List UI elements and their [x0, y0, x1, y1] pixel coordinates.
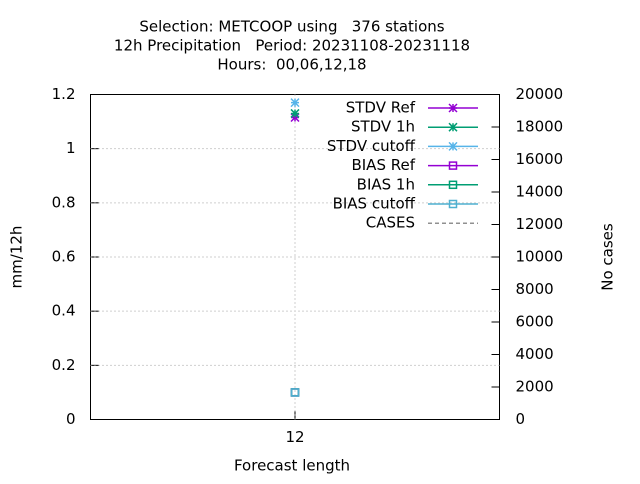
y-axis-label: mm/12h: [8, 226, 26, 289]
legend-label: BIAS cutoff: [333, 195, 416, 213]
y-tick-label: 0.6: [52, 248, 76, 266]
y2-tick-label: 2000: [516, 378, 554, 396]
legend-marker: [448, 199, 458, 209]
data-point: [290, 98, 300, 108]
y2-tick-label: 6000: [516, 313, 554, 331]
legend-marker: [448, 161, 458, 170]
x-axis-label: Forecast length: [234, 457, 350, 475]
y2-axis-label: No cases: [599, 223, 617, 291]
legend-label: STDV 1h: [351, 118, 415, 136]
y2-tick-label: 20000: [516, 85, 564, 103]
x-tick-label: 12: [285, 428, 304, 446]
y-tick-label: 0: [66, 410, 76, 428]
legend-marker: [448, 103, 458, 113]
legend-label: STDV Ref: [346, 99, 416, 117]
chart-title: Hours: 00,06,12,18: [217, 56, 366, 74]
legend-marker: [448, 122, 458, 132]
y2-tick-label: 16000: [516, 150, 564, 168]
chart-title: Selection: METCOOP using 376 stations: [139, 18, 444, 36]
chart-title: 12h Precipitation Period: 20231108-20231…: [114, 37, 470, 55]
legend-label: BIAS Ref: [351, 156, 415, 174]
y2-tick-label: 8000: [516, 280, 554, 298]
legend-label: CASES: [366, 214, 415, 232]
legend-marker: [448, 141, 458, 151]
y2-tick-label: 10000: [516, 248, 564, 266]
y-tick-label: 0.2: [52, 356, 76, 374]
y2-tick-label: 18000: [516, 118, 564, 136]
y2-tick-label: 0: [516, 410, 526, 428]
data-point: [290, 112, 300, 123]
y-tick-label: 1: [66, 139, 76, 157]
legend-marker: [448, 180, 458, 190]
y-tick-label: 0.8: [52, 193, 76, 211]
y-tick-label: 0.4: [52, 302, 76, 320]
y2-tick-label: 12000: [516, 215, 564, 233]
y2-tick-label: 4000: [516, 345, 554, 363]
data-point: [290, 108, 300, 118]
legend-label: STDV cutoff: [327, 137, 416, 155]
data-point: [290, 388, 300, 397]
y2-tick-label: 14000: [516, 183, 564, 201]
y-tick-label: 1.2: [52, 85, 76, 103]
legend-label: BIAS 1h: [357, 175, 415, 193]
